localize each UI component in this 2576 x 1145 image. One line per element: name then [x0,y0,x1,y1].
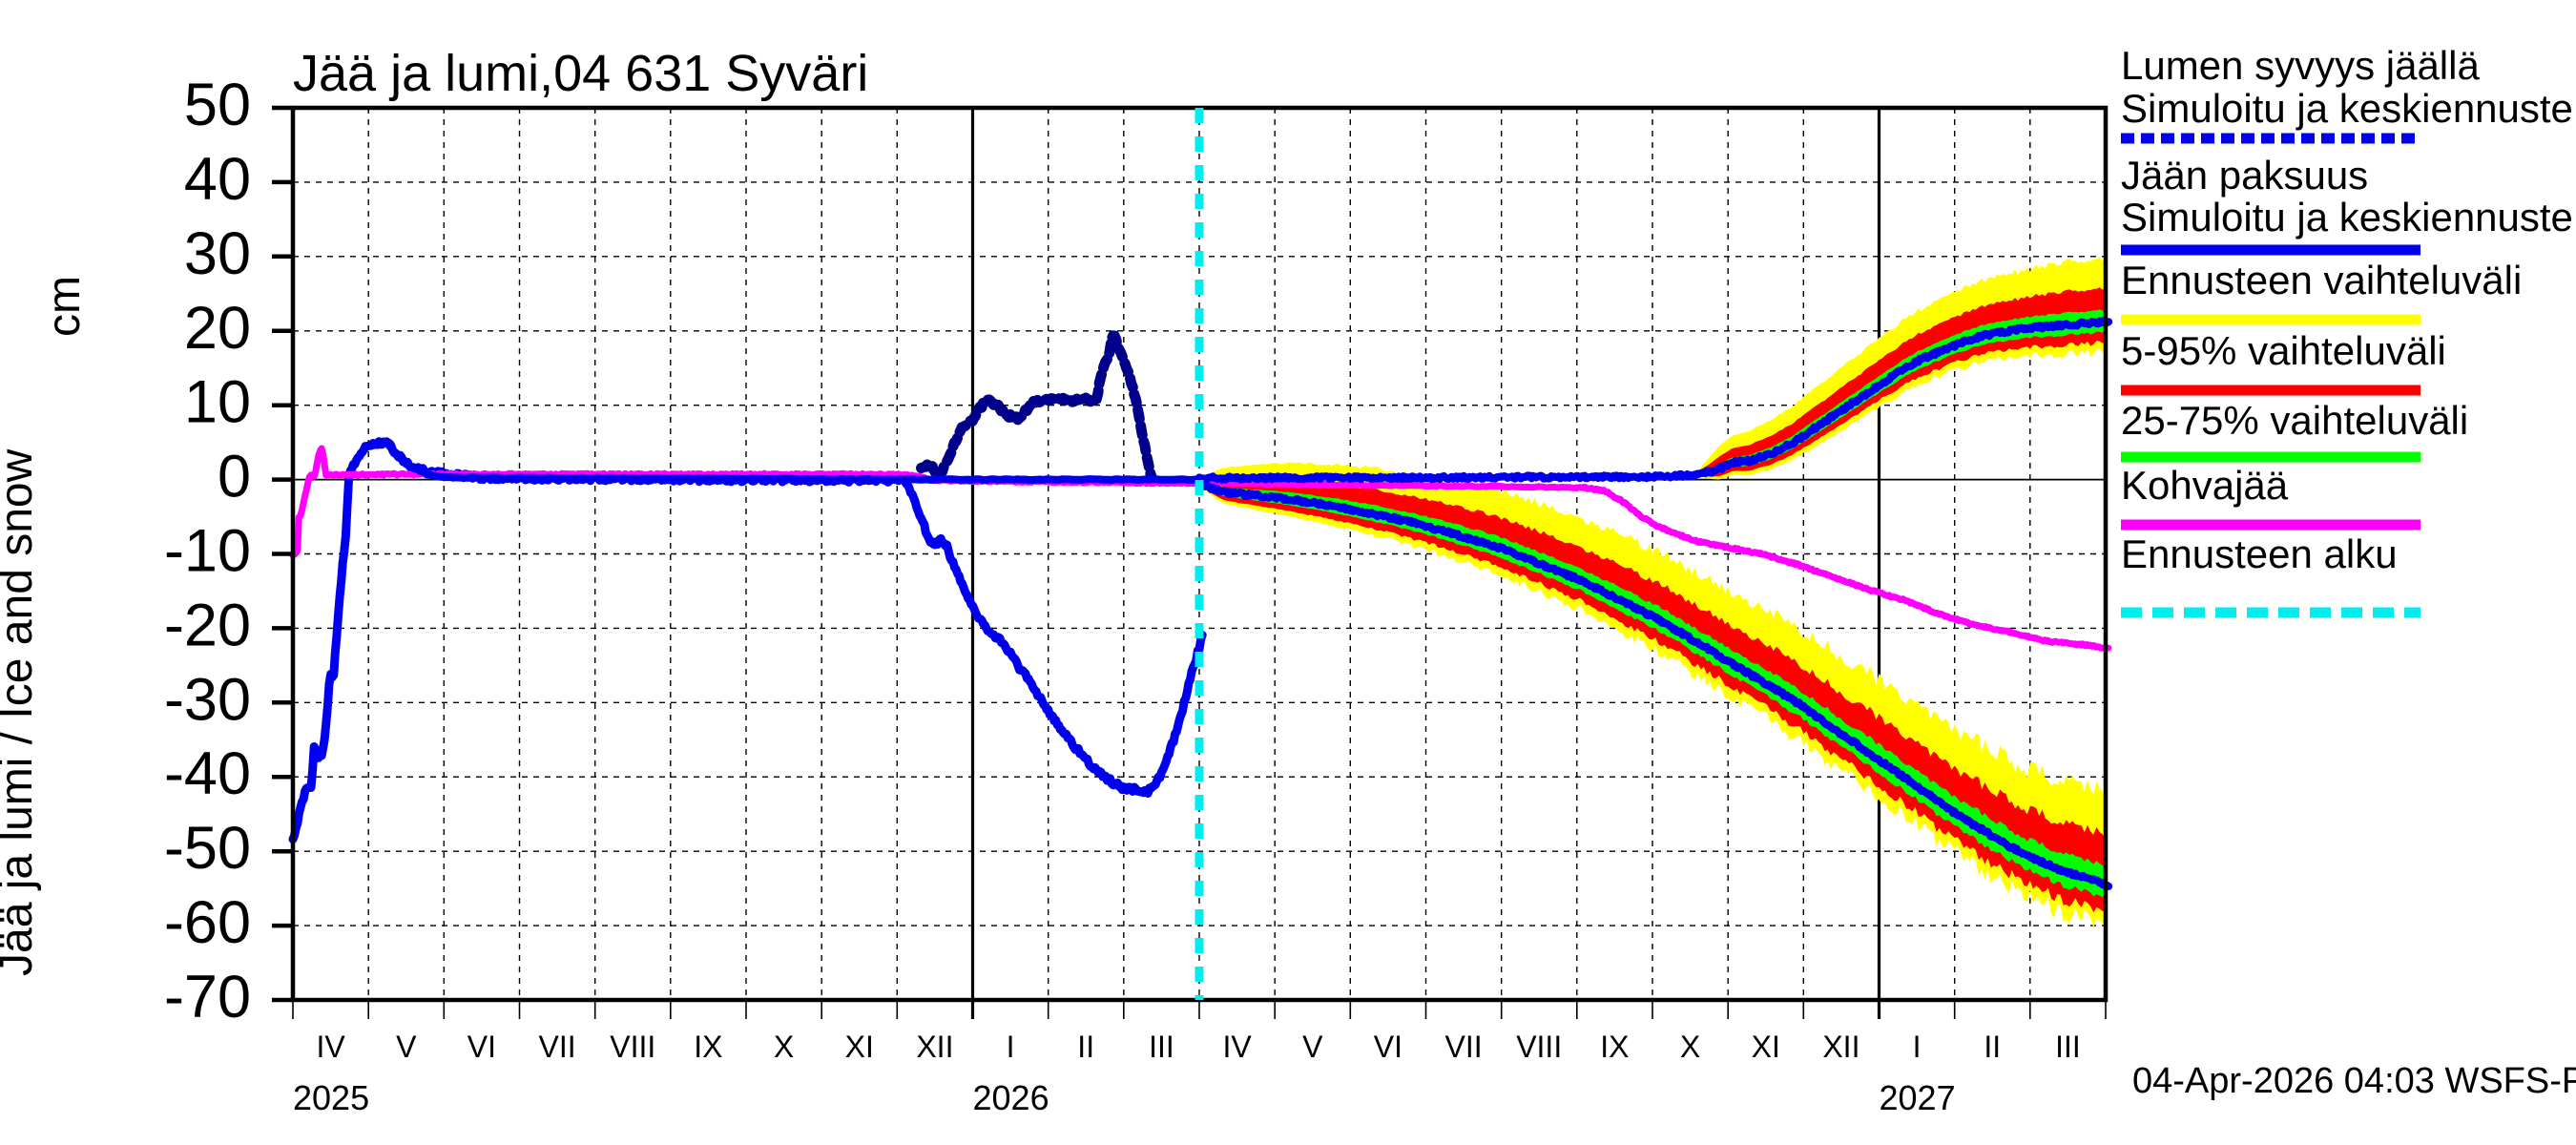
svg-text:25-75% vaihteluväli: 25-75% vaihteluväli [2121,398,2468,443]
svg-text:VII: VII [1445,1030,1483,1064]
svg-text:VII: VII [539,1030,576,1064]
svg-text:04-Apr-2026 04:03 WSFS-P: 04-Apr-2026 04:03 WSFS-P [2132,1061,2576,1101]
svg-text:VI: VI [467,1030,496,1064]
svg-text:III: III [2055,1030,2081,1064]
svg-text:IV: IV [316,1030,345,1064]
svg-text:IX: IX [694,1030,722,1064]
svg-text:XI: XI [845,1030,874,1064]
svg-text:VI: VI [1374,1030,1402,1064]
svg-text:Lumen syvyys jäällä: Lumen syvyys jäällä [2121,43,2480,88]
svg-text:Simuloitu ja keskiennuste: Simuloitu ja keskiennuste [2121,195,2573,239]
svg-text:II: II [1077,1030,1094,1064]
svg-text:-40: -40 [164,740,251,807]
svg-text:I: I [1007,1030,1015,1064]
svg-text:Ennusteen alku: Ennusteen alku [2121,531,2398,576]
svg-text:II: II [1984,1030,2001,1064]
svg-text:30: 30 [184,220,251,287]
svg-text:Ennusteen vaihteluväli: Ennusteen vaihteluväli [2121,258,2522,302]
svg-text:Jää ja lumi / Ice and snow: Jää ja lumi / Ice and snow [0,448,42,976]
svg-text:20: 20 [184,295,251,362]
svg-text:XII: XII [916,1030,953,1064]
svg-text:-70: -70 [164,964,251,1030]
svg-text:2025: 2025 [293,1078,369,1117]
svg-text:X: X [1680,1030,1700,1064]
svg-text:2026: 2026 [973,1078,1049,1117]
svg-text:V: V [1302,1030,1323,1064]
svg-text:-10: -10 [164,518,251,585]
svg-text:cm: cm [39,276,90,337]
svg-text:V: V [396,1030,417,1064]
svg-text:X: X [774,1030,794,1064]
svg-text:IX: IX [1600,1030,1629,1064]
svg-text:Kohvajää: Kohvajää [2121,463,2289,508]
svg-text:10: 10 [184,369,251,436]
svg-text:Jään paksuus: Jään paksuus [2121,153,2368,198]
svg-text:40: 40 [184,146,251,213]
svg-text:I: I [1913,1030,1922,1064]
svg-text:2027: 2027 [1880,1078,1956,1117]
svg-text:III: III [1149,1030,1174,1064]
svg-text:VIII: VIII [610,1030,655,1064]
svg-text:Jää ja lumi,04 631 Syväri: Jää ja lumi,04 631 Syväri [293,45,868,102]
svg-text:-30: -30 [164,666,251,733]
svg-text:-60: -60 [164,889,251,956]
svg-text:-50: -50 [164,815,251,882]
svg-text:0: 0 [218,444,251,510]
svg-text:VIII: VIII [1516,1030,1562,1064]
svg-text:IV: IV [1222,1030,1252,1064]
svg-text:XI: XI [1752,1030,1780,1064]
svg-text:-20: -20 [164,592,251,658]
svg-text:Simuloitu ja keskiennuste: Simuloitu ja keskiennuste [2121,86,2573,131]
svg-text:5-95% vaihteluväli: 5-95% vaihteluväli [2121,328,2446,373]
svg-text:XII: XII [1822,1030,1859,1064]
svg-text:50: 50 [184,72,251,138]
